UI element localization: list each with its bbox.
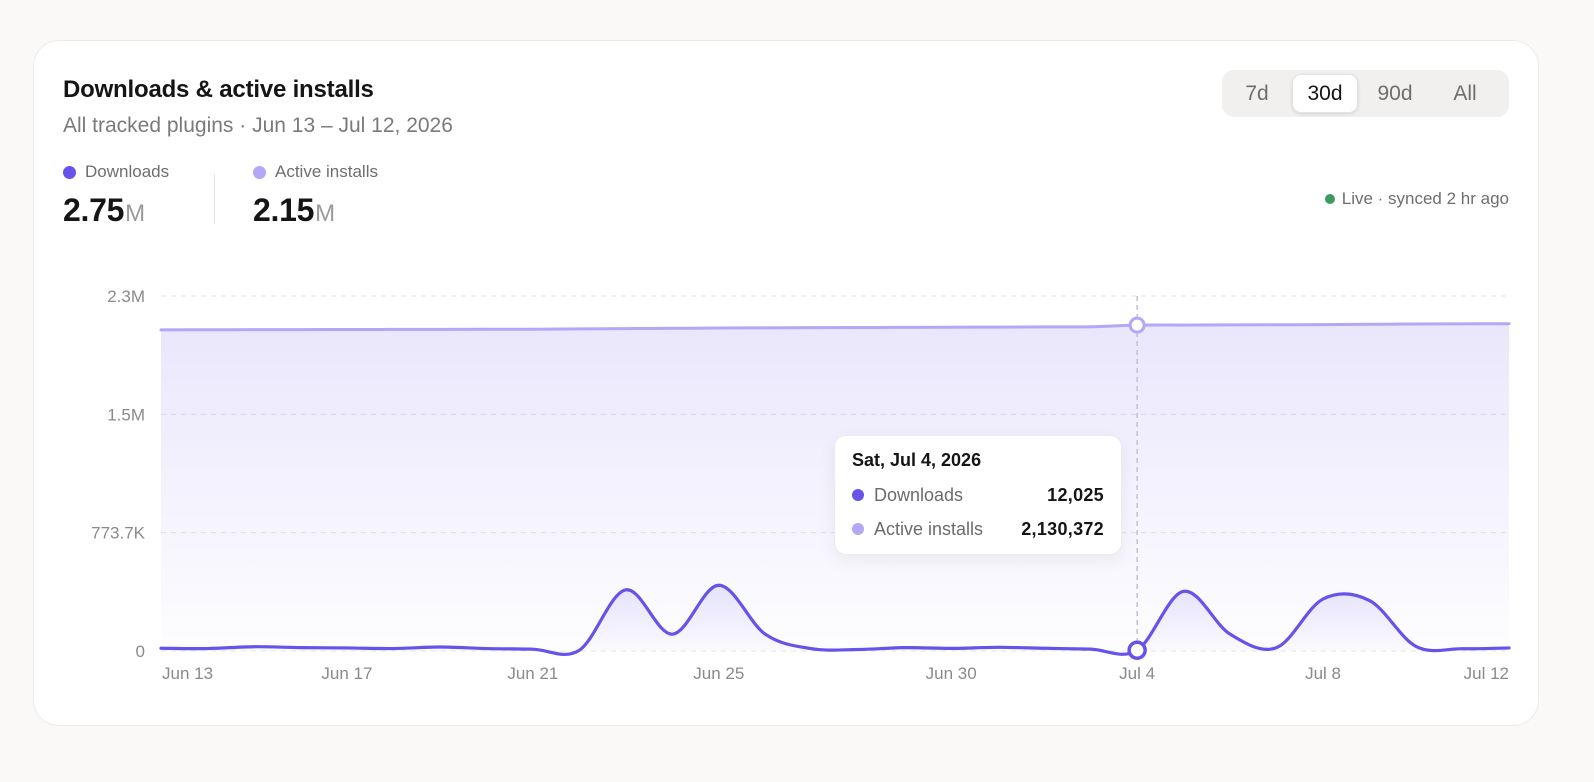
installs-line — [159, 322, 1511, 332]
x-tick-label: Jul 12 — [1464, 664, 1509, 683]
downloads-stat-value: 2.75 — [63, 192, 125, 228]
downloads-hover-marker — [1127, 640, 1147, 660]
tooltip-date: Sat, Jul 4, 2026 — [852, 450, 982, 470]
x-tick-label: Jun 17 — [321, 664, 372, 683]
range-all-button[interactable]: All — [1453, 81, 1477, 105]
card-subtitle: All tracked plugins · Jun 13 – Jul 12, 2… — [63, 114, 453, 137]
live-status-dot — [1324, 194, 1335, 204]
tooltip-installs-dot — [852, 523, 864, 535]
y-tick-label: 1.5M — [107, 405, 145, 424]
y-tick-label: 2.3M — [107, 287, 145, 306]
installs-stat-label: Active installs — [275, 162, 378, 181]
tooltip-row-downloads: Downloads 12,025 — [852, 485, 1104, 505]
tooltip-installs-label: Active installs — [874, 518, 984, 539]
tooltip-downloads-value: 12,025 — [1047, 484, 1104, 505]
tooltip-downloads-dot — [852, 489, 864, 501]
y-tick-label: 773.7K — [91, 524, 146, 543]
stat-divider — [214, 174, 215, 224]
installs-stat: Active installs 2.15M — [253, 162, 378, 229]
tooltip-downloads-label: Downloads — [874, 484, 964, 505]
live-status-text: Live · synced 2 hr ago — [1341, 189, 1509, 208]
x-tick-label: Jun 25 — [693, 664, 744, 683]
live-status: Live · synced 2 hr ago — [1324, 189, 1509, 209]
x-tick-label: Jul 4 — [1119, 664, 1155, 683]
card-title: Downloads & active installs — [63, 76, 374, 103]
range-90d-button[interactable]: 90d — [1377, 81, 1413, 105]
x-tick-label: Jun 13 — [162, 664, 213, 683]
downloads-stat-unit: M — [125, 200, 145, 227]
downloads-line — [159, 583, 1511, 656]
x-tick-label: Jul 8 — [1305, 664, 1341, 683]
tooltip-installs-value: 2,130,372 — [1021, 518, 1104, 539]
installs-stat-value: 2.15 — [253, 192, 315, 228]
downloads-legend-dot — [63, 165, 76, 179]
installs-hover-marker — [1128, 316, 1146, 334]
x-tick-label: Jun 30 — [926, 664, 977, 683]
installs-stat-unit: M — [315, 200, 335, 227]
tooltip-row-installs: Active installs 2,130,372 — [852, 519, 1104, 539]
downloads-stat-label: Downloads — [85, 162, 170, 181]
downloads-stat: Downloads 2.75M — [63, 162, 169, 229]
y-tick-label: 0 — [136, 642, 145, 661]
range-selector: 7d 30d 90d All — [1222, 70, 1509, 117]
range-7d-button[interactable]: 7d — [1245, 81, 1269, 105]
range-30d-button[interactable]: 30d — [1292, 74, 1358, 113]
x-tick-label: Jun 21 — [507, 664, 558, 683]
chart-tooltip: Sat, Jul 4, 2026 Downloads 12,025 Active… — [834, 435, 1122, 555]
installs-legend-dot — [253, 165, 266, 179]
